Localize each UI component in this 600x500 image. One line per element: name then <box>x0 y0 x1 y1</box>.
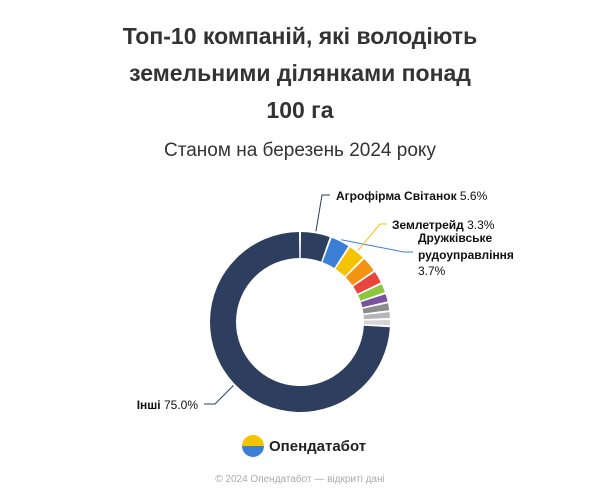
leader-line <box>357 223 387 251</box>
donut-slice-4 <box>345 258 374 286</box>
data-label: Землетрейд 3.3% <box>392 218 495 232</box>
donut-slice-inshi <box>210 232 390 412</box>
data-label: Інші 75.0% <box>137 398 199 412</box>
brand-name: Опендатабот <box>269 437 367 455</box>
donut-slice-5 <box>353 272 381 294</box>
chart-title-line: 100 га <box>266 97 334 123</box>
donut-slice-svitanok <box>300 232 330 262</box>
donut-slice-7 <box>360 294 388 308</box>
opendatabot-logo-icon <box>242 435 264 457</box>
donut-slice-8 <box>362 303 390 314</box>
leader-line <box>315 194 330 232</box>
chart-subtitle: Станом на березень 2024 року <box>164 140 436 161</box>
leader-line <box>341 239 413 253</box>
donut-slice-druzhkivske <box>322 237 349 269</box>
data-label: Агрофірма Світанок 5.6% <box>336 189 488 203</box>
chart-title: Топ-10 компаній, які володіють земельним… <box>0 18 600 129</box>
data-label: Дружківське рудоуправління 3.7% <box>418 231 514 278</box>
footer-text: © 2024 Опендатабот — відкриті дані <box>215 474 385 485</box>
donut-slice-10 <box>363 319 390 326</box>
donut-slice-6 <box>358 284 385 301</box>
chart-title-line: Топ-10 компаній, які володіють <box>122 23 478 49</box>
brand: Опендатабот <box>242 433 366 459</box>
donut-slice-zemletreid <box>335 247 363 277</box>
leader-line <box>204 385 234 405</box>
donut-slice-9 <box>363 312 390 320</box>
chart-title-line: земельними ділянками понад <box>129 60 471 86</box>
